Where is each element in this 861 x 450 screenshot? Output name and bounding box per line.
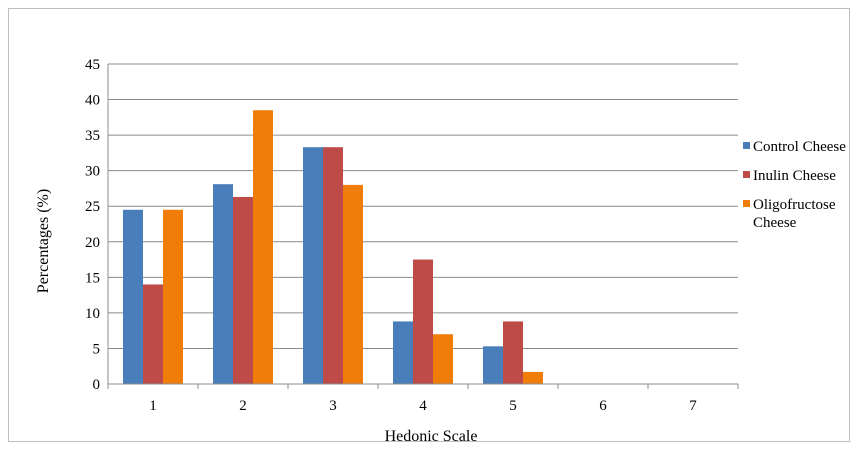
x-tick-label: 1 [149, 398, 157, 414]
bar-control-cheese [123, 209, 143, 384]
y-tick-labels: 0 5 10 15 20 25 30 35 40 45 [85, 57, 100, 393]
bar-inulin-cheese [413, 259, 433, 384]
bar-oligofructose-cheese [343, 184, 363, 384]
legend: Control Cheese Inulin Cheese Oligofructose… [743, 139, 846, 231]
x-tick-label: 4 [419, 398, 427, 414]
bars [123, 110, 543, 384]
y-tick-label: 5 [93, 341, 101, 357]
x-axis-title: Hedonic Scale [385, 428, 478, 445]
bar-control-cheese [213, 184, 233, 384]
legend-label: Inulin Cheese [753, 168, 836, 184]
y-tick-label: 45 [85, 57, 100, 73]
legend-swatch [743, 171, 750, 178]
x-tick-label: 5 [509, 398, 517, 414]
bar-oligofructose-cheese [523, 371, 543, 384]
bar-control-cheese [483, 346, 503, 384]
bar-oligofructose-cheese [433, 334, 453, 384]
y-tick-label: 15 [85, 270, 100, 286]
bar-control-cheese [393, 321, 413, 384]
y-tick-label: 25 [85, 199, 100, 215]
legend-label: Oligofructose [753, 197, 836, 213]
y-tick-label: 10 [85, 306, 100, 322]
bar-oligofructose-cheese [253, 110, 273, 384]
bar-oligofructose-cheese [163, 209, 183, 384]
bar-inulin-cheese [503, 321, 523, 384]
x-tick-label: 6 [599, 398, 607, 414]
y-tick-label: 20 [85, 235, 100, 251]
y-tick-label: 40 [85, 93, 100, 109]
legend-swatch [743, 142, 750, 149]
y-tick-label: 0 [93, 377, 101, 393]
x-tick-label: 7 [689, 398, 697, 414]
bar-inulin-cheese [143, 284, 163, 384]
x-tick-labels: 1 2 3 4 5 6 7 [149, 398, 697, 414]
x-tick-label: 2 [239, 398, 247, 414]
y-tick-label: 30 [85, 164, 100, 180]
bar-inulin-cheese [323, 147, 343, 384]
y-axis-title: Percentages (%) [35, 189, 52, 293]
y-tick-label: 35 [85, 128, 100, 144]
bar-inulin-cheese [233, 196, 253, 384]
legend-label: Cheese [753, 215, 797, 231]
legend-swatch [743, 200, 750, 207]
bar-control-cheese [303, 147, 323, 384]
legend-label: Control Cheese [753, 139, 846, 155]
x-tick-label: 3 [329, 398, 337, 414]
axes [107, 64, 739, 389]
